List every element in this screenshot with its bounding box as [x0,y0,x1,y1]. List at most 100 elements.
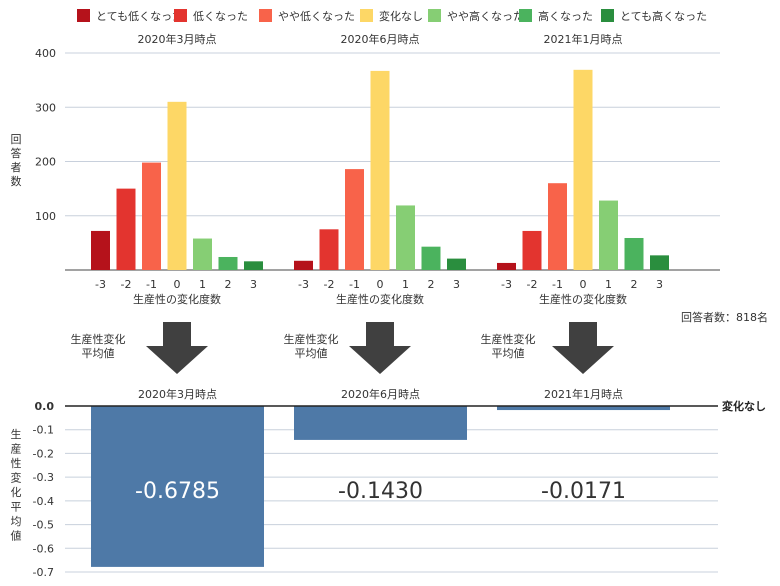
bar [396,205,415,270]
group-title: 2020年6月時点 [341,32,420,46]
x-tick-label: 1 [199,278,206,291]
bar [142,162,161,270]
x-tick-label: 3 [656,278,663,291]
bar [421,246,441,270]
y-axis-title-char: 数 [11,175,22,188]
bar [116,188,136,270]
bar [319,229,339,270]
legend-label: 変化なし [379,9,423,23]
legend-swatch [77,9,90,22]
y-axis-title-char: 答 [11,146,22,160]
bar [244,261,263,270]
bar [370,70,390,270]
y-tick-label: -0.5 [33,519,54,532]
group-title: 2021年1月時点 [544,32,623,46]
legend-label: 高くなった [538,9,593,23]
x-tick-label: -2 [121,278,132,291]
legend-swatch [519,9,532,22]
y-axis-title-char: 変 [11,471,22,485]
y-tick-label: 300 [35,101,56,114]
legend-label: とても高くなった [620,9,707,23]
arrow-label-line1: 生産性変化 [71,332,126,346]
bar [447,258,466,270]
legend-swatch [174,9,187,22]
y-tick-label: -0.7 [33,566,54,579]
y-tick-label: -0.3 [33,471,54,484]
legend-label: やや低くなった [278,10,355,23]
value-label: -0.0171 [541,479,626,504]
x-tick-label: 2 [631,278,638,291]
bar [218,256,238,270]
bar [624,237,644,270]
down-arrow-icon [146,322,208,374]
x-tick-label: 1 [605,278,612,291]
bar [522,230,542,270]
arrow-label-line2: 平均値 [492,347,525,360]
y-tick-label: 0.0 [35,400,55,413]
value-label: -0.1430 [338,479,423,504]
x-tick-label: 3 [453,278,460,291]
bar [497,406,670,411]
group-title: 2021年1月時点 [544,387,623,401]
y-axis-title-char: 値 [11,530,22,543]
legend-swatch [428,9,441,22]
x-tick-label: 1 [402,278,409,291]
bar [650,255,669,270]
value-label: -0.6785 [135,479,220,504]
bar [193,238,212,270]
bar [91,230,110,270]
respondents-note: 回答者数：818名 [681,310,768,324]
bar [294,260,313,270]
arrow-label-line2: 平均値 [82,347,115,360]
x-axis-title: 生産性の変化度数 [539,292,627,306]
y-tick-label: -0.2 [33,447,54,460]
bar [599,200,618,270]
legend-swatch [259,9,272,22]
bar [167,101,187,270]
y-axis-title-char: 回 [11,133,22,146]
x-tick-label: -2 [324,278,335,291]
bar [548,183,567,270]
legend-label: やや高くなった [447,9,524,23]
down-arrow-icon [349,322,411,374]
group-title: 2020年3月時点 [138,387,217,401]
y-tick-label: -0.6 [33,542,54,555]
legend-label: とても低くなった [96,10,183,23]
y-tick-label: 100 [35,210,56,223]
x-axis-title: 生産性の変化度数 [336,292,424,306]
y-axis-title-char: 平 [11,501,22,514]
down-arrow-icon [552,322,614,374]
x-tick-label: 0 [174,278,181,291]
x-tick-label: 3 [250,278,257,291]
group-title: 2020年3月時点 [138,32,217,46]
baseline-label: 変化なし [722,399,766,413]
y-tick-label: -0.1 [33,424,54,437]
legend-swatch [360,9,373,22]
legend-swatch [601,9,614,22]
arrow-label-line1: 生産性変化 [284,332,339,346]
y-axis-title-char: 産 [11,443,22,456]
y-axis-title-char: 性 [11,456,22,470]
y-tick-label: 400 [35,47,56,60]
x-tick-label: 0 [377,278,384,291]
x-tick-label: 2 [428,278,435,291]
x-axis-title: 生産性の変化度数 [133,292,221,306]
x-tick-label: -3 [95,278,106,291]
bar [294,406,467,440]
x-tick-label: 2 [225,278,232,291]
y-axis-title-char: 化 [11,485,22,499]
y-axis-title-char: 均 [11,515,22,528]
bar [345,169,364,270]
arrow-label-line2: 平均値 [295,347,328,360]
y-tick-label: 200 [35,156,56,169]
x-tick-label: -1 [552,278,563,291]
arrow-label-line1: 生産性変化 [481,332,536,346]
y-tick-label: -0.4 [33,495,54,508]
y-axis-title-char: 者 [11,161,22,174]
x-tick-label: -3 [298,278,309,291]
legend-label: 低くなった [193,10,248,23]
y-axis-title-char: 生 [11,427,22,441]
x-tick-label: -1 [146,278,157,291]
bar [497,262,516,270]
